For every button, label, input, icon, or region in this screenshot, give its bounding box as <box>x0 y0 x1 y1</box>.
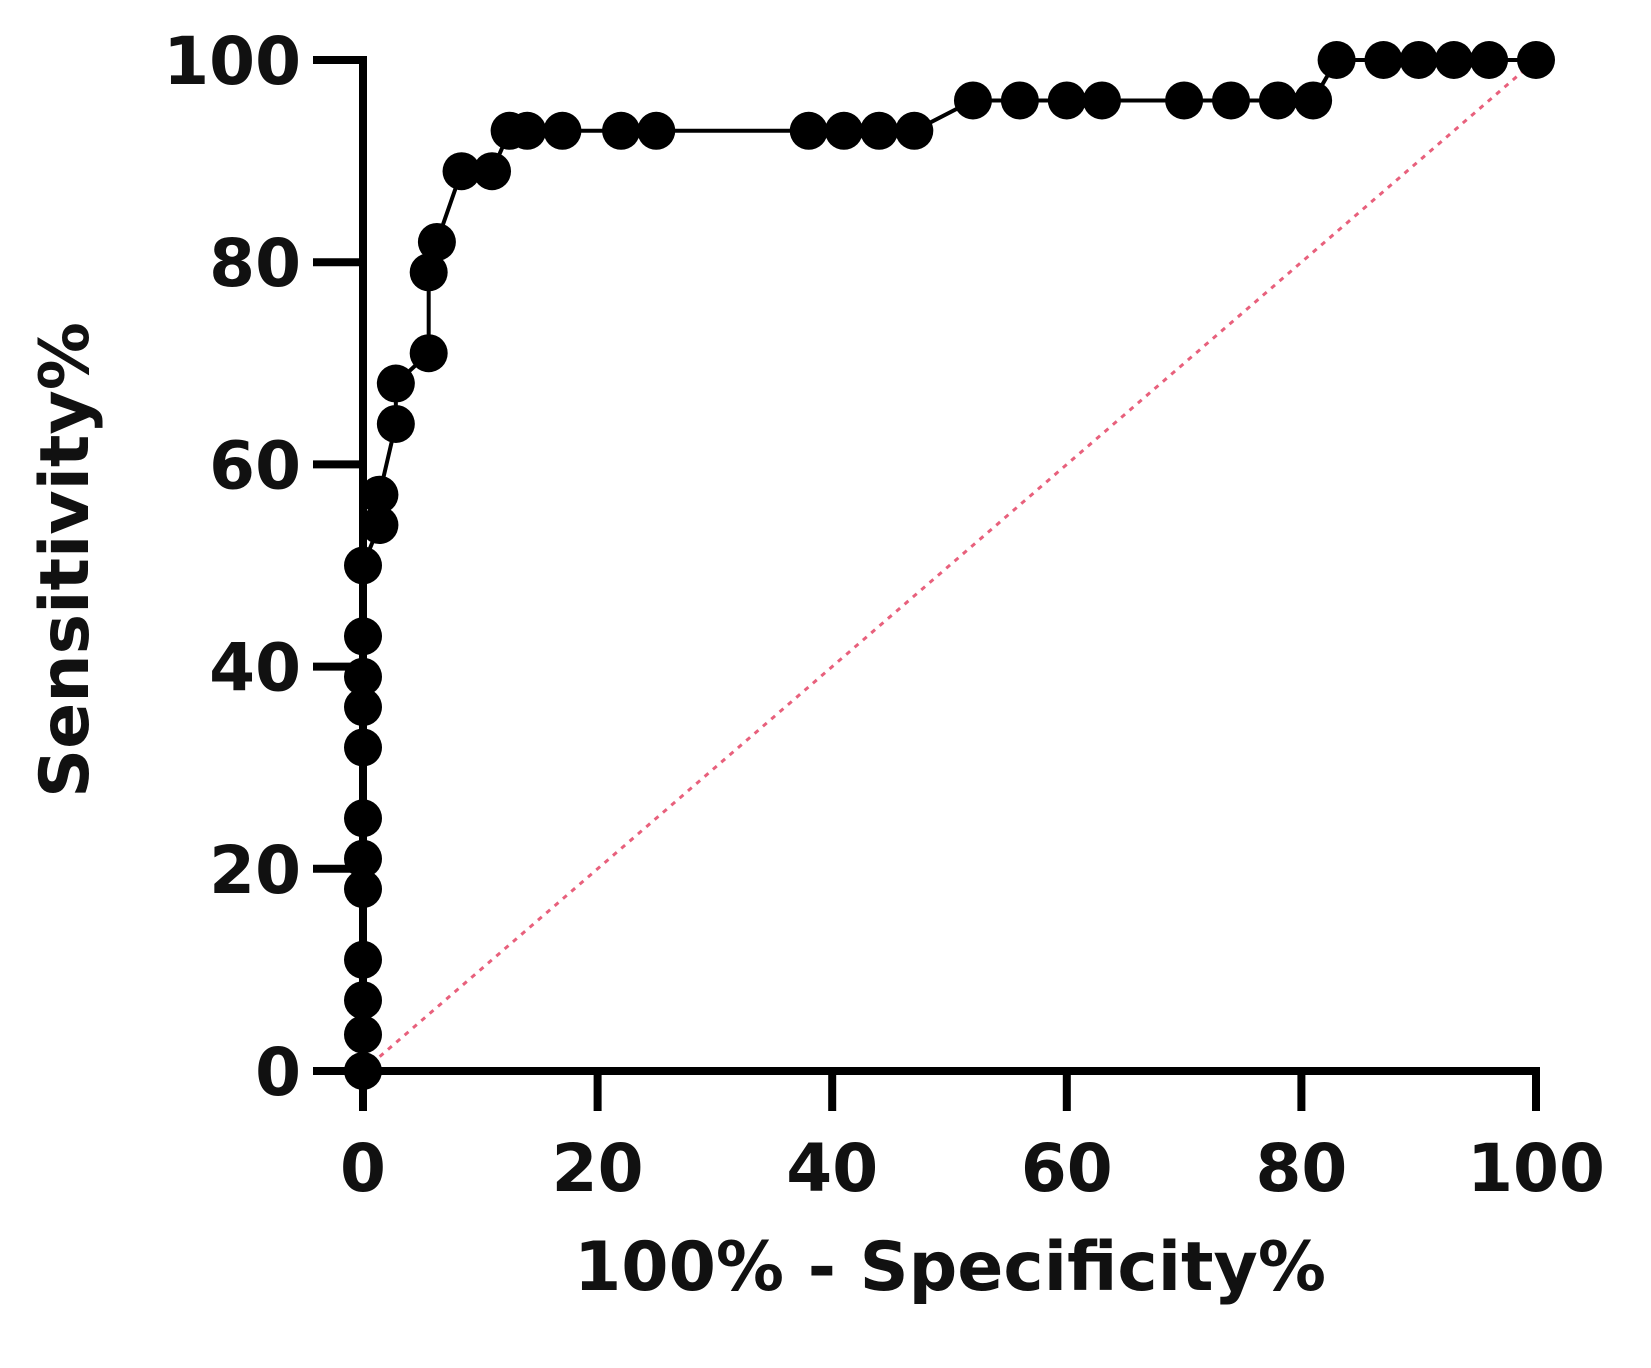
point <box>1212 81 1251 120</box>
point <box>508 111 547 150</box>
point <box>344 799 382 838</box>
point <box>1517 41 1555 79</box>
point <box>1165 81 1204 120</box>
point <box>344 981 382 1020</box>
y-tick-label: 20 <box>209 832 301 909</box>
x-tick-label: 40 <box>786 1130 878 1207</box>
point <box>344 839 382 878</box>
point <box>602 111 641 150</box>
point <box>409 334 448 373</box>
point <box>1399 41 1438 79</box>
point <box>1434 41 1473 79</box>
point <box>1258 81 1297 120</box>
y-tick-label: 40 <box>209 630 301 707</box>
point <box>637 111 676 150</box>
x-tick-label: 0 <box>340 1130 386 1207</box>
point <box>376 364 415 403</box>
point <box>344 728 382 767</box>
point <box>344 657 382 696</box>
point <box>789 111 828 150</box>
point <box>1000 81 1039 120</box>
point <box>824 111 863 150</box>
point <box>1294 81 1333 120</box>
x-axis-label: 100% - Specificity% <box>574 1228 1326 1307</box>
x-tick-label: 100 <box>1467 1130 1605 1207</box>
point <box>376 404 415 443</box>
x-tick-label: 80 <box>1255 1130 1347 1207</box>
y-axis-label: Sensitivity% <box>26 322 105 798</box>
y-tick-label: 100 <box>163 23 301 100</box>
point <box>409 253 448 292</box>
point <box>860 111 899 150</box>
point <box>344 870 382 909</box>
point <box>543 111 582 150</box>
point <box>1047 81 1086 120</box>
point <box>1082 81 1121 120</box>
point <box>1364 41 1403 79</box>
point <box>360 475 399 514</box>
point <box>417 222 456 261</box>
point <box>1470 41 1509 79</box>
y-tick-label: 60 <box>209 427 301 504</box>
y-tick-label: 80 <box>209 225 301 302</box>
point <box>344 940 382 979</box>
point <box>473 152 512 191</box>
x-tick-label: 20 <box>552 1130 644 1207</box>
reference-line <box>362 58 1537 1073</box>
point <box>344 1015 382 1054</box>
point <box>953 81 992 120</box>
x-tick-label: 60 <box>1021 1130 1113 1207</box>
y-tick-label: 0 <box>255 1034 301 1111</box>
point <box>344 688 382 727</box>
point <box>344 546 382 585</box>
point <box>442 152 481 191</box>
point <box>344 1052 382 1090</box>
point <box>360 506 399 545</box>
point <box>1317 41 1356 79</box>
point <box>895 111 934 150</box>
point <box>344 617 382 656</box>
